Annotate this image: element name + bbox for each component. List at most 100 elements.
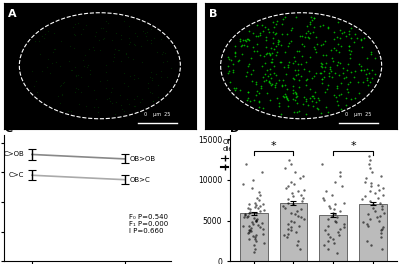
Point: [339, 66, 346, 70]
Point: [304, 23, 310, 28]
Point: [245, 37, 251, 41]
Point: [283, 94, 289, 98]
Text: OB>OB: OB>OB: [130, 156, 156, 162]
Point: [369, 76, 375, 80]
Text: D: D: [230, 124, 239, 134]
Point: [59, 92, 65, 96]
Point: [50, 50, 57, 55]
Point: [269, 57, 276, 61]
Point: [313, 106, 320, 110]
Point: [252, 205, 259, 209]
Point: [266, 79, 272, 84]
Point: [292, 68, 298, 72]
Point: [367, 157, 373, 162]
Point: [310, 25, 317, 29]
Point: [329, 75, 335, 79]
Point: [275, 40, 281, 45]
Point: [320, 42, 327, 46]
Point: [276, 104, 283, 109]
Point: [97, 26, 104, 30]
Point: [364, 239, 370, 243]
Point: [164, 76, 170, 80]
Point: [334, 84, 340, 88]
Point: [380, 225, 387, 229]
Point: [256, 90, 262, 95]
Point: [273, 43, 279, 48]
Point: [292, 98, 298, 102]
Point: [106, 98, 113, 103]
Point: [75, 87, 82, 91]
Point: [254, 196, 261, 200]
Point: [45, 56, 52, 61]
Point: [126, 36, 132, 40]
Legend: Control, Obese: Control, Obese: [219, 136, 260, 174]
Point: [338, 31, 345, 35]
Point: [316, 98, 322, 102]
Point: [92, 34, 98, 38]
Point: [365, 212, 371, 216]
Point: [32, 39, 38, 43]
Point: [279, 83, 285, 87]
Point: [277, 60, 284, 64]
Point: [285, 44, 291, 48]
Point: [290, 76, 297, 80]
Point: [255, 205, 261, 210]
Point: [312, 50, 319, 54]
Point: [380, 192, 386, 197]
Point: [109, 38, 115, 42]
Point: [325, 83, 332, 87]
Point: [285, 227, 291, 231]
Point: [290, 91, 296, 95]
Point: [358, 37, 364, 41]
Point: [239, 52, 245, 56]
Point: [368, 181, 375, 185]
Point: [111, 55, 117, 59]
Point: [273, 30, 279, 35]
Point: [248, 229, 254, 233]
Point: [231, 50, 238, 54]
Point: [305, 29, 311, 34]
Point: [252, 237, 258, 242]
Point: [364, 67, 371, 71]
Point: [230, 62, 237, 66]
Point: [368, 184, 374, 188]
Point: [260, 227, 267, 231]
Point: [310, 96, 317, 100]
Point: [118, 107, 125, 111]
Point: [251, 249, 257, 254]
Point: [259, 170, 266, 174]
Point: [298, 215, 305, 219]
Point: [266, 79, 272, 84]
Point: [261, 79, 267, 83]
Point: [366, 71, 372, 76]
Point: [80, 58, 87, 62]
Point: [52, 46, 58, 51]
Point: [148, 41, 154, 45]
Point: [259, 201, 266, 206]
Point: [267, 67, 273, 72]
Point: [144, 81, 151, 85]
Point: [45, 29, 51, 33]
Point: [338, 92, 344, 96]
Point: [247, 72, 254, 76]
Point: [360, 220, 367, 224]
Point: [334, 35, 340, 39]
Point: [293, 15, 300, 19]
Point: [302, 97, 309, 101]
Point: [243, 74, 249, 78]
Point: [366, 162, 373, 166]
Point: [348, 49, 354, 53]
Point: [308, 15, 314, 20]
Point: [330, 37, 337, 41]
Text: B: B: [209, 9, 217, 19]
Point: [285, 232, 292, 236]
Point: [91, 105, 97, 109]
Point: [344, 86, 350, 91]
Point: [260, 29, 266, 33]
Point: [358, 68, 365, 72]
Point: [36, 39, 43, 44]
Point: [379, 247, 385, 251]
Point: [297, 176, 304, 180]
Point: [270, 40, 276, 45]
Point: [318, 43, 324, 48]
